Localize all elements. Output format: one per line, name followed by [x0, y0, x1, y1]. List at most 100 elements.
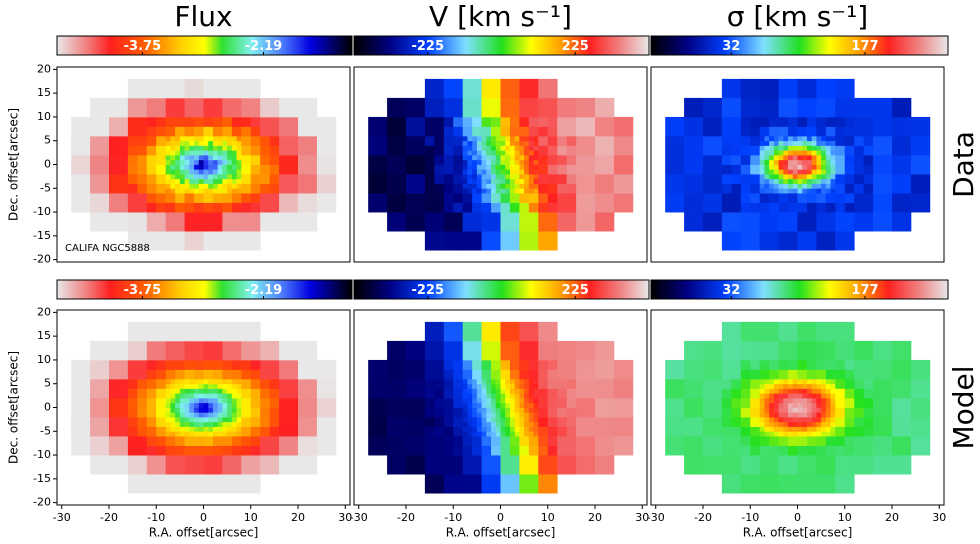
map-cell [769, 202, 779, 213]
map-cell [481, 445, 492, 456]
map-cell [189, 431, 195, 437]
map-cell [538, 212, 558, 232]
map-cell [665, 116, 685, 137]
map-cell [873, 340, 893, 361]
map-cell [500, 178, 506, 184]
map-cell [462, 393, 468, 399]
map-cell [528, 436, 539, 446]
map-cell [509, 145, 516, 151]
map-cell [519, 393, 525, 399]
map-cell [146, 474, 167, 494]
map-cell [519, 97, 539, 118]
map-cell [769, 116, 779, 127]
map-cell [316, 359, 337, 380]
map-cell [434, 426, 445, 437]
map-cell [405, 455, 426, 475]
map-cell [769, 426, 775, 432]
map-cell [405, 378, 426, 399]
map-cell [208, 383, 214, 389]
map-cell [500, 164, 506, 170]
map-cell [208, 388, 214, 394]
map-cell [778, 159, 784, 165]
map-cell [241, 202, 252, 213]
map-cell [481, 421, 487, 427]
map-cell [528, 193, 539, 203]
map-cell [802, 174, 808, 180]
map-cell [816, 164, 822, 170]
map-cell [476, 397, 482, 404]
map-cell [434, 417, 445, 427]
map-cell [821, 140, 827, 146]
map-cell [127, 231, 148, 251]
map-cell [835, 455, 855, 475]
map-cell [764, 397, 770, 404]
map-cell [481, 369, 492, 380]
map-cell [424, 174, 435, 184]
map-cell [165, 78, 185, 99]
map-cell [509, 174, 516, 180]
map-cell [127, 397, 138, 408]
map-cell [481, 412, 487, 418]
map-cell [500, 145, 506, 151]
map-cell [467, 164, 473, 170]
map-cell [222, 97, 242, 118]
map-cell [241, 321, 261, 342]
map-cell [769, 188, 775, 194]
map-cell [146, 193, 157, 203]
map-cell [222, 140, 228, 146]
map-cell [557, 388, 568, 399]
map-cell [476, 135, 482, 142]
map-cell [740, 154, 751, 165]
map-cell [476, 188, 482, 194]
map-cell [481, 321, 501, 342]
map-cell [208, 417, 214, 423]
y-tick-label: -20 [33, 253, 51, 266]
map-cell [424, 426, 435, 437]
map-cell [208, 183, 214, 189]
map-cell [792, 140, 798, 146]
map-cell [500, 183, 506, 189]
x-tick-label: -10 [147, 511, 165, 524]
map-cell [524, 183, 530, 189]
map-cell [702, 212, 723, 232]
map-cell [797, 188, 803, 194]
map-cell [156, 378, 167, 389]
map-cell [825, 397, 831, 404]
map-cell [486, 174, 492, 180]
map-cell [830, 140, 836, 146]
map-cell [250, 202, 261, 213]
map-cell [806, 140, 813, 146]
map-cell [486, 383, 492, 389]
map-cell [316, 135, 337, 156]
map-cell [797, 455, 817, 475]
map-cell [387, 340, 407, 361]
panel-title: Flux [174, 0, 232, 33]
map-cell [830, 159, 836, 165]
map-cell [472, 407, 478, 413]
map-cell [524, 135, 530, 142]
map-cell [854, 340, 874, 361]
map-cell [750, 369, 761, 380]
map-cell [175, 202, 185, 213]
map-cell [797, 402, 803, 408]
map-cell [830, 393, 836, 399]
map-cell [788, 169, 794, 175]
map-cell [222, 212, 242, 232]
map-cell [222, 393, 228, 399]
map-cell [566, 407, 577, 418]
map-cell [764, 378, 770, 385]
map-cell [462, 397, 468, 404]
map-cell [721, 474, 742, 494]
map-cell [500, 359, 511, 370]
map-cell [250, 359, 261, 370]
map-cell [260, 359, 280, 380]
x-axis-label: R.A. offset[arcsec] [743, 526, 853, 540]
map-cell [443, 212, 464, 232]
map-cell [835, 340, 855, 361]
map-cell [665, 154, 685, 175]
map-cell [495, 159, 501, 165]
map-cell [486, 426, 492, 432]
map-cell [702, 97, 723, 118]
map-cell [811, 412, 817, 418]
map-cell [816, 231, 836, 251]
